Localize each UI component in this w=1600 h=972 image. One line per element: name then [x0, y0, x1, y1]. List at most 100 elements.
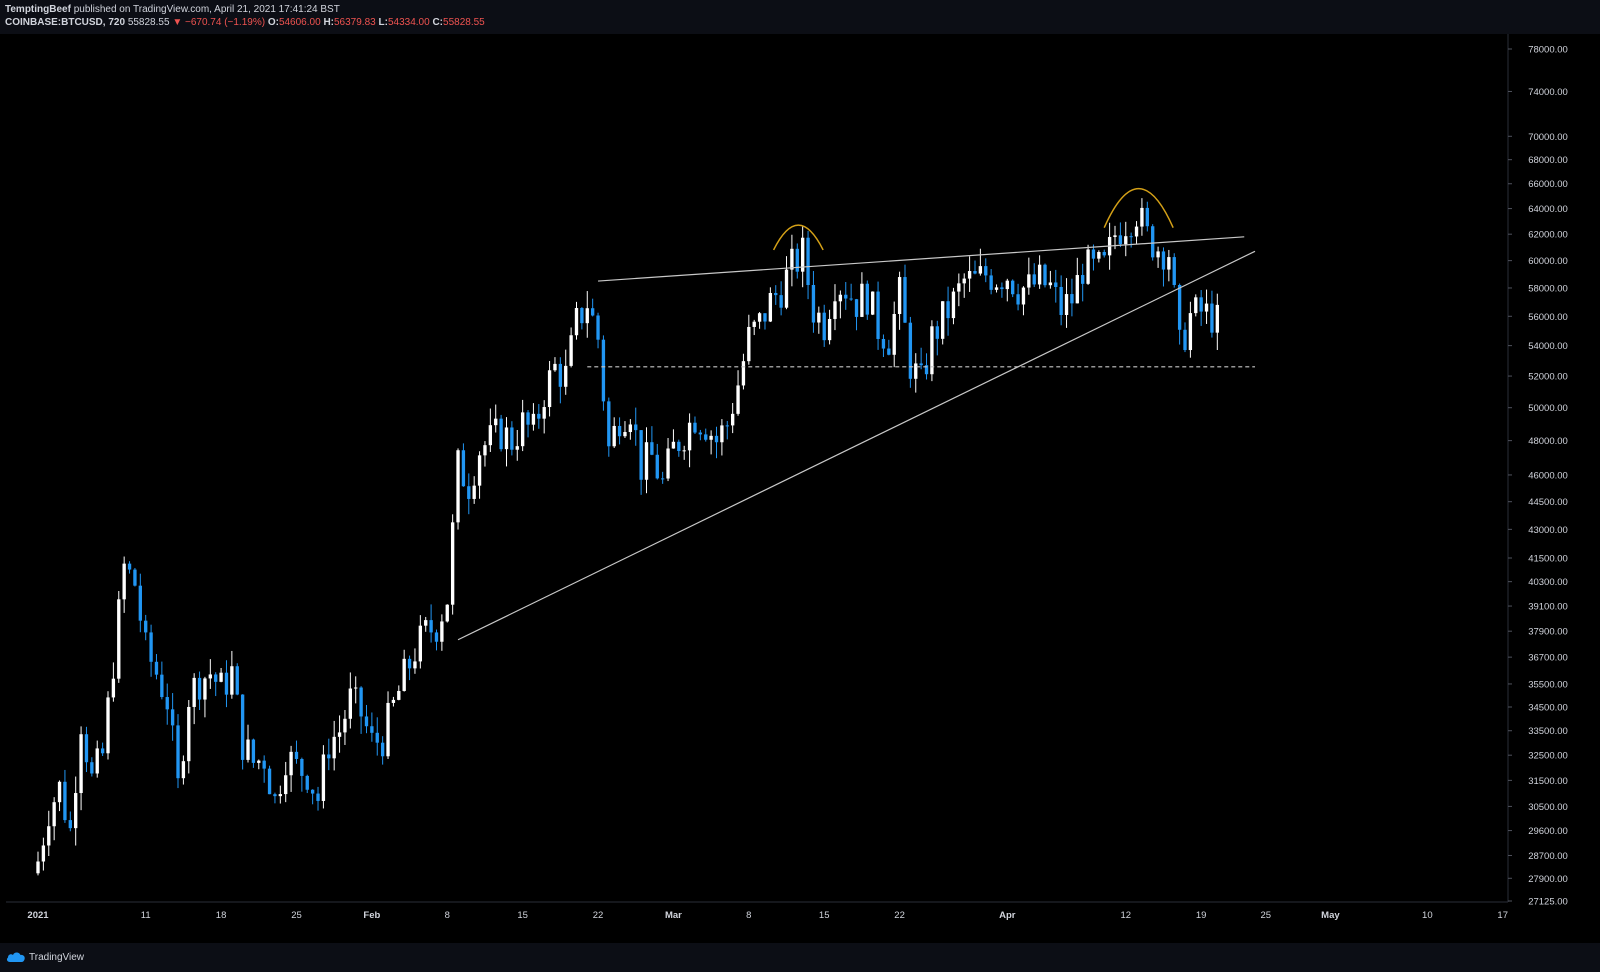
candle-down	[984, 266, 988, 276]
candle-down	[725, 425, 729, 427]
candle-down	[170, 709, 175, 726]
candle-down	[935, 326, 939, 339]
candle-up	[289, 751, 293, 776]
candle-down	[596, 315, 600, 340]
candle-up	[219, 672, 223, 682]
candle-up	[892, 314, 896, 355]
candle-up	[1113, 235, 1117, 237]
candle-up	[354, 687, 358, 689]
x-tick-label: 18	[216, 910, 227, 921]
candle-up	[483, 445, 487, 456]
y-tick-label: 27125.00	[1528, 897, 1568, 908]
candle-up	[348, 688, 352, 719]
candle-down	[763, 313, 767, 322]
candle-up	[860, 283, 864, 317]
x-tick-label: 22	[593, 910, 604, 921]
candle-up	[962, 278, 966, 284]
candle-down	[865, 283, 869, 315]
candle-up	[1005, 280, 1009, 290]
candle-down	[133, 569, 137, 586]
open-label: O:	[267, 17, 279, 28]
y-tick-label: 68000.00	[1528, 155, 1568, 166]
candle-down	[1161, 251, 1166, 270]
candle-down	[235, 666, 239, 695]
candle-down	[359, 687, 363, 717]
candle-down	[165, 697, 169, 710]
x-tick-label: 8	[445, 910, 450, 921]
candle-up	[666, 448, 670, 479]
candle-down	[1118, 235, 1123, 245]
x-tick-label: 25	[291, 910, 302, 921]
candle-down	[1070, 294, 1074, 304]
candle-down	[1043, 264, 1047, 286]
candle-up	[488, 425, 493, 446]
candle-up	[122, 563, 126, 600]
candle-up	[445, 604, 449, 622]
top-arc	[772, 224, 824, 251]
low-value: 54334.00	[387, 17, 430, 28]
candle-up	[736, 385, 740, 414]
candle-up	[418, 625, 423, 662]
candle-down	[370, 726, 374, 733]
candle-down	[100, 748, 105, 754]
candle-down	[660, 478, 665, 480]
trendline	[457, 250, 1256, 641]
y-tick-label: 31500.00	[1528, 776, 1568, 787]
candle-up	[687, 422, 692, 451]
candle-down	[973, 271, 977, 274]
candle-down	[1183, 329, 1187, 351]
candle-up	[1215, 304, 1219, 333]
candle-up	[520, 412, 525, 447]
candle-up	[1194, 297, 1198, 314]
candle-down	[876, 291, 880, 339]
candle-up	[1097, 252, 1101, 259]
candle-up	[504, 427, 509, 450]
candle-up	[1048, 282, 1053, 286]
candle-up	[817, 312, 821, 323]
y-tick-label: 74000.00	[1528, 87, 1568, 98]
candle-down	[364, 716, 369, 727]
candle-up	[284, 775, 288, 795]
candle-down	[90, 762, 94, 774]
candle-up	[79, 734, 83, 794]
candle-down	[887, 348, 891, 355]
candle-down	[467, 486, 471, 499]
candle-up	[494, 418, 498, 426]
cloud-icon	[6, 952, 25, 962]
y-tick-label: 48000.00	[1528, 436, 1568, 447]
candle-up	[730, 413, 735, 426]
candle-up	[1124, 236, 1128, 245]
candle-down	[854, 299, 859, 317]
candle-up	[57, 781, 62, 803]
candle-down	[1091, 249, 1096, 259]
candle-down	[305, 775, 309, 790]
candle-down	[407, 658, 412, 669]
candle-up	[531, 413, 536, 425]
candle-up	[784, 269, 789, 308]
candle-down	[154, 661, 159, 675]
candle-up	[833, 301, 837, 319]
low-label: L:	[378, 17, 388, 28]
candle-down	[526, 412, 530, 425]
candle-down	[677, 441, 681, 452]
candle-up	[914, 363, 918, 379]
candle-up	[671, 441, 676, 449]
candle-up	[682, 450, 686, 452]
plot-background	[6, 34, 1508, 902]
y-tick-label: 66000.00	[1528, 179, 1568, 190]
tradingview-logo[interactable]: TradingView	[6, 951, 84, 963]
chart-header: TemptingBeef published on TradingView.co…	[0, 0, 1600, 34]
candle-up	[1027, 274, 1031, 288]
candle-up	[1134, 226, 1139, 237]
candle-down	[919, 363, 923, 366]
y-tick-label: 64000.00	[1528, 204, 1568, 215]
chart-area[interactable]: 78000.00 74000.00 70000.00 68000.00 66000.00…	[0, 34, 1600, 943]
symbol-label[interactable]: COINBASE:BTCUSD, 720	[5, 17, 126, 28]
candle-up	[574, 308, 579, 336]
author-name[interactable]: TemptingBeef	[5, 4, 71, 15]
candle-up	[52, 802, 56, 827]
candle-down	[1177, 284, 1182, 330]
price-chart[interactable]: 78000.00 74000.00 70000.00 68000.00 66000.00…	[0, 34, 1600, 943]
candle-up	[628, 424, 633, 433]
candle-up	[741, 361, 746, 386]
